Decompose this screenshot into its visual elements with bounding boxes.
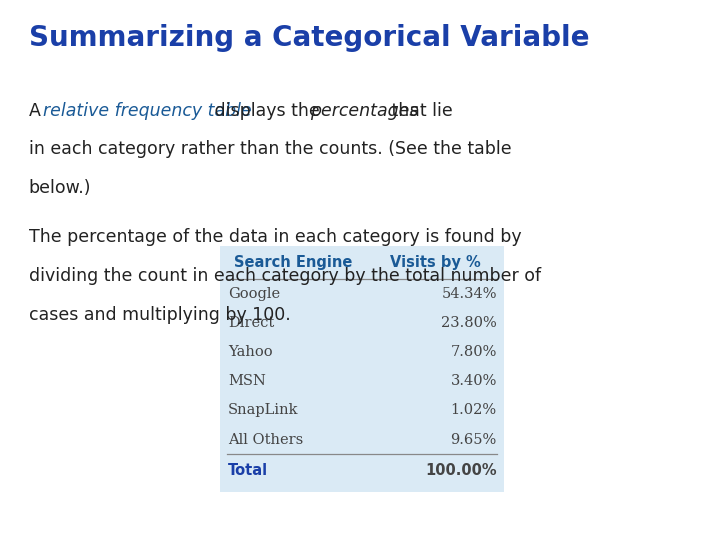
FancyBboxPatch shape bbox=[220, 246, 504, 492]
Text: 100.00%: 100.00% bbox=[426, 463, 497, 478]
Text: 1.02%: 1.02% bbox=[451, 403, 497, 417]
Text: below.): below.) bbox=[29, 179, 91, 197]
Text: Direct: Direct bbox=[228, 316, 274, 330]
Text: that lie: that lie bbox=[385, 102, 452, 119]
Text: 23.80%: 23.80% bbox=[441, 316, 497, 330]
Text: 7.80%: 7.80% bbox=[451, 345, 497, 359]
Text: Visits by %: Visits by % bbox=[390, 255, 481, 270]
Text: 54.34%: 54.34% bbox=[441, 287, 497, 301]
Text: relative frequency table: relative frequency table bbox=[43, 102, 252, 119]
Text: in each category rather than the counts. (See the table: in each category rather than the counts.… bbox=[29, 140, 511, 158]
Text: Google: Google bbox=[228, 287, 280, 301]
Text: All Others: All Others bbox=[228, 433, 304, 447]
Text: percentages: percentages bbox=[310, 102, 418, 119]
Text: dividing the count in each category by the total number of: dividing the count in each category by t… bbox=[29, 267, 541, 285]
Text: Summarizing a Categorical Variable: Summarizing a Categorical Variable bbox=[29, 24, 589, 52]
Text: Search Engine: Search Engine bbox=[234, 255, 353, 270]
Text: SnapLink: SnapLink bbox=[228, 403, 299, 417]
Text: Total: Total bbox=[228, 463, 269, 478]
Text: MSN: MSN bbox=[228, 374, 266, 388]
Text: displays the: displays the bbox=[209, 102, 325, 119]
Text: Yahoo: Yahoo bbox=[228, 345, 273, 359]
Text: The percentage of the data in each category is found by: The percentage of the data in each categ… bbox=[29, 228, 521, 246]
Text: cases and multiplying by 100.: cases and multiplying by 100. bbox=[29, 306, 291, 323]
Text: 9.65%: 9.65% bbox=[451, 433, 497, 447]
Text: A: A bbox=[29, 102, 46, 119]
Text: 3.40%: 3.40% bbox=[451, 374, 497, 388]
